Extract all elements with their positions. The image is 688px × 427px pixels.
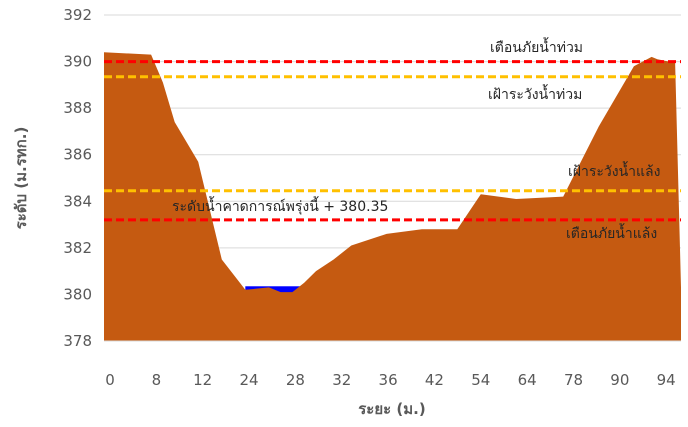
ground-profile-area bbox=[104, 52, 681, 342]
reference-line-label: เฝ้าระวังน้ำท่วม bbox=[488, 84, 582, 103]
x-tick-label: 94 bbox=[657, 371, 676, 389]
x-tick-label: 64 bbox=[518, 371, 537, 389]
x-tick-label: 32 bbox=[332, 371, 351, 389]
annotations: เตือนภัยน้ำท่วมเฝ้าระวังน้ำท่วมเฝ้าระวัง… bbox=[172, 37, 660, 242]
y-tick-label: 382 bbox=[63, 239, 92, 257]
x-tick-label: 12 bbox=[193, 371, 212, 389]
y-tick-label: 390 bbox=[63, 53, 92, 71]
plot-area bbox=[104, 52, 681, 342]
x-tick-label: 78 bbox=[564, 371, 583, 389]
y-tick-label: 380 bbox=[63, 285, 92, 303]
y-tick-label: 388 bbox=[63, 99, 92, 117]
x-tick-label: 42 bbox=[425, 371, 444, 389]
y-tick-label: 378 bbox=[63, 332, 92, 350]
reference-lines bbox=[104, 60, 681, 222]
y-axis-title: ระดับ (ม.รทก.) bbox=[12, 127, 30, 230]
x-tick-label: 90 bbox=[610, 371, 629, 389]
x-tick-label: 28 bbox=[286, 371, 305, 389]
reference-line-label: เตือนภัยน้ำแล้ง bbox=[566, 223, 657, 242]
x-tick-label: 54 bbox=[471, 371, 490, 389]
x-tick-label: 24 bbox=[240, 371, 259, 389]
y-tick-label: 386 bbox=[63, 146, 92, 164]
x-tick-label: 8 bbox=[152, 371, 162, 389]
y-tick-label: 392 bbox=[63, 6, 92, 24]
reference-line-label: เตือนภัยน้ำท่วม bbox=[490, 37, 583, 56]
axes: 378 380 382 384 386 388 390 392 0 8 12 24 28 32 36 42 54… bbox=[12, 6, 681, 418]
y-tick-label: 384 bbox=[63, 192, 92, 210]
forecast-water-level-label: ระดับน้ำคาดการณ์พรุ่งนี้ + 380.35 bbox=[172, 196, 388, 215]
x-tick-label: 0 bbox=[105, 371, 115, 389]
x-axis-title: ระยะ (ม.) bbox=[358, 400, 425, 418]
x-tick-label: 36 bbox=[379, 371, 398, 389]
reference-line-label: เฝ้าระวังน้ำแล้ง bbox=[568, 161, 660, 180]
